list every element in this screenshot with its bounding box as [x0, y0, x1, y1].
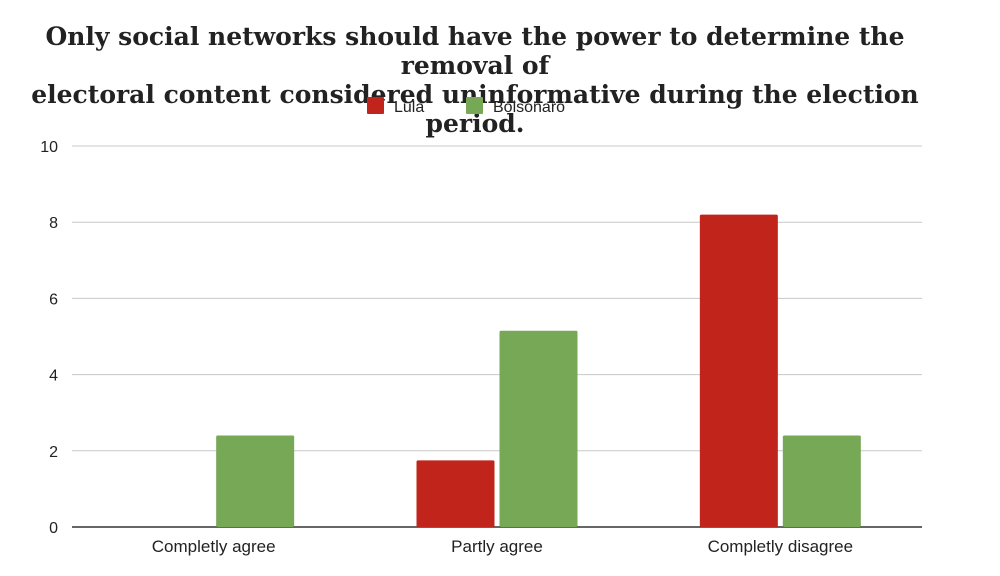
bar-lula-completly-disagree — [699, 214, 778, 527]
y-tick-label-8: 8 — [49, 215, 58, 232]
bars — [216, 214, 861, 527]
bar-bolsonaro-completly-agree — [216, 435, 295, 527]
legend-label-bolsonaro: Bolsonaro — [493, 99, 565, 116]
legend-label-lula: Lula — [394, 99, 424, 116]
y-tick-label-4: 4 — [49, 368, 58, 385]
x-category-label-2: Completly disagree — [708, 537, 854, 556]
y-tick-label-10: 10 — [40, 139, 58, 156]
bar-lula-partly-agree — [416, 460, 495, 527]
y-tick-label-0: 0 — [49, 520, 58, 537]
y-axis-ticks: 0 2 4 6 8 10 — [40, 139, 58, 537]
chart-title-line-1: Only social networks should have the pow… — [45, 22, 905, 80]
x-axis-labels: Completly agree Partly agree Completly dis… — [152, 537, 853, 556]
legend-swatch-lula — [367, 97, 384, 114]
bar-bolsonaro-partly-agree — [499, 330, 578, 527]
y-tick-label-2: 2 — [49, 444, 58, 461]
x-category-label-0: Completly agree — [152, 537, 276, 556]
gridlines — [72, 145, 922, 528]
x-category-label-1: Partly agree — [451, 537, 543, 556]
y-tick-label-6: 6 — [49, 291, 58, 308]
chart-title: Only social networks should have the pow… — [0, 22, 950, 138]
bar-bolsonaro-completly-disagree — [782, 435, 861, 527]
legend-swatch-bolsonaro — [466, 97, 483, 114]
legend: Lula Bolsonaro — [367, 97, 565, 116]
